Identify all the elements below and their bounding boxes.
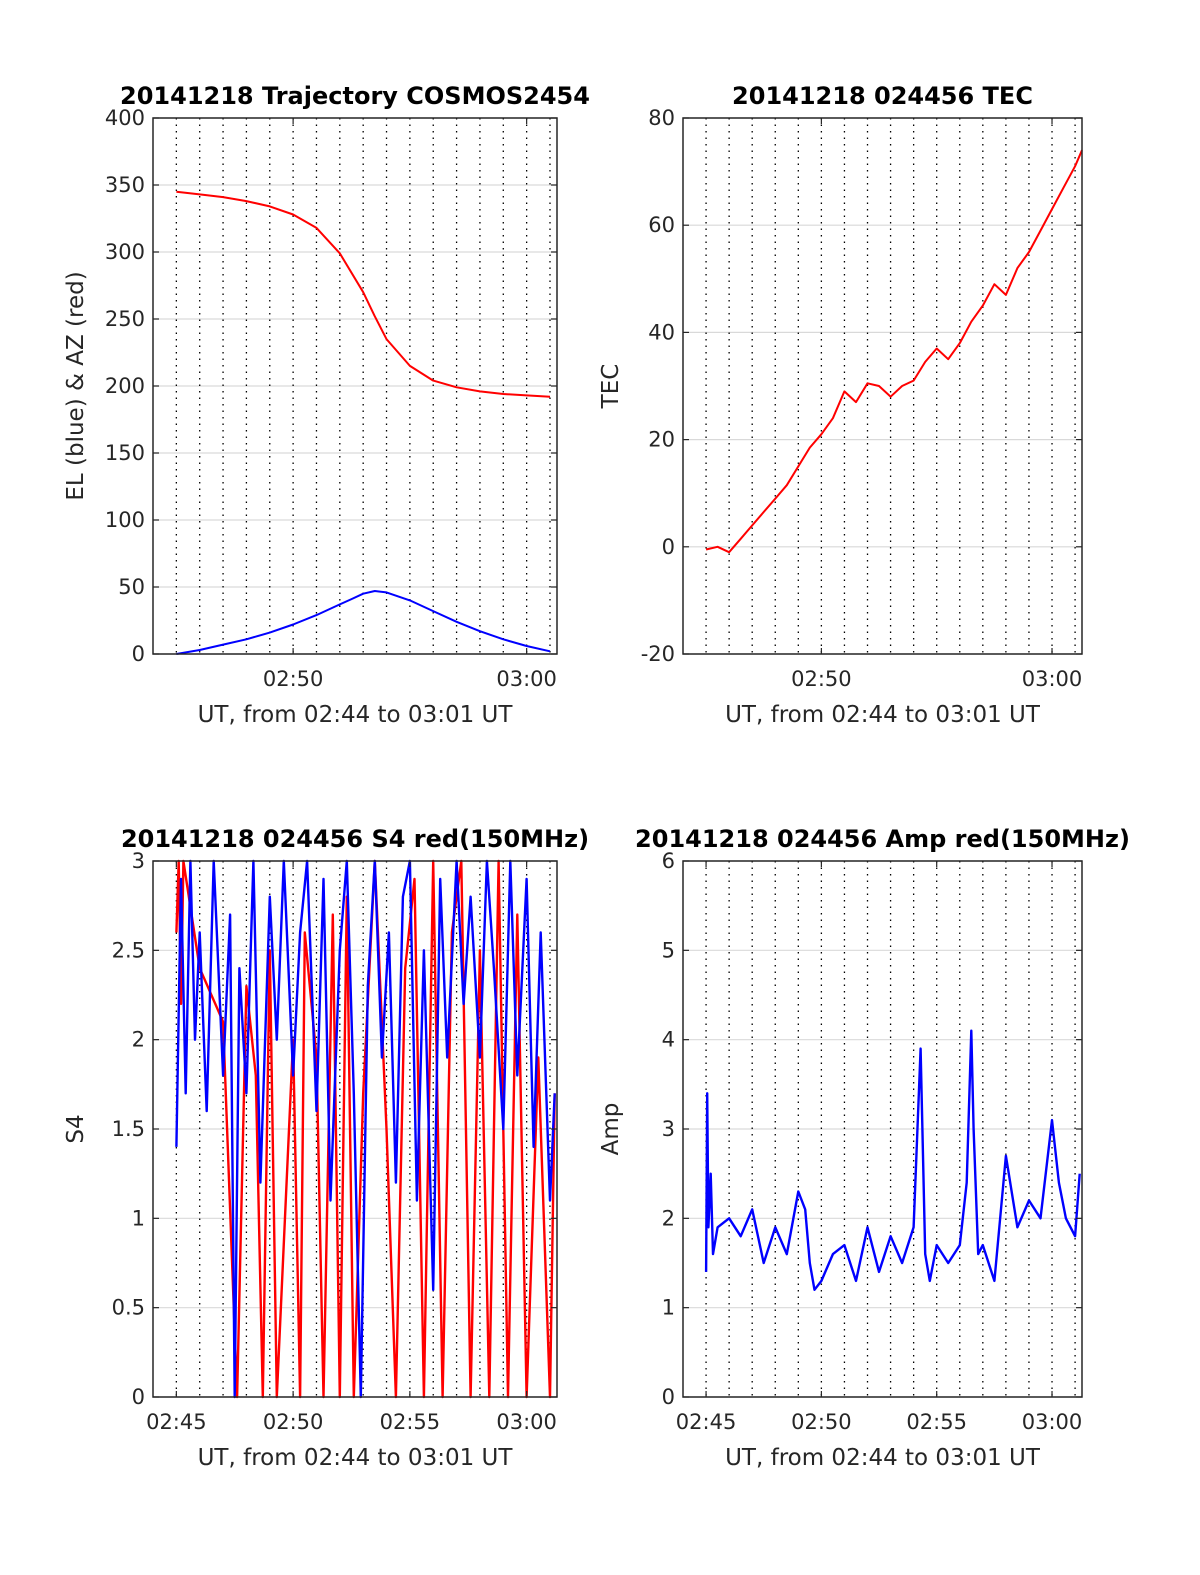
y-tick-label: 400 xyxy=(105,106,145,130)
y-tick-label: 150 xyxy=(105,441,145,465)
x-tick-label: 03:00 xyxy=(496,667,557,691)
x-tick-label: 03:00 xyxy=(1022,1410,1083,1434)
x-tick-label: 02:50 xyxy=(263,1410,324,1434)
trajectory-panel: 0 50 100 150 200 250 300 350 400 02:50 03:00 20141… xyxy=(63,82,590,728)
y-tick-label: 2.5 xyxy=(112,938,145,962)
y-tick-label: 0 xyxy=(132,1385,145,1409)
y-tick-label: 100 xyxy=(105,508,145,532)
series-line-red xyxy=(705,149,1083,554)
y-tick-label: 20 xyxy=(648,428,675,452)
y-tick-label: 6 xyxy=(662,849,675,873)
y-tick-label: 250 xyxy=(105,307,145,331)
series-line-red xyxy=(176,190,551,398)
x-axis-label: UT, from 02:44 to 03:01 UT xyxy=(198,1445,514,1471)
y-tick-label: 0.5 xyxy=(112,1296,145,1320)
y-tick-label: 1 xyxy=(132,1206,145,1230)
x-axis-label: UT, from 02:44 to 03:01 UT xyxy=(198,702,514,728)
y-axis-label: TEC xyxy=(598,364,624,410)
y-axis-label: Amp xyxy=(598,1103,624,1156)
y-tick-label: 0 xyxy=(662,1385,675,1409)
x-tick-label: 02:50 xyxy=(791,1410,852,1434)
y-axis-label: S4 xyxy=(63,1114,89,1143)
x-tick-label: 03:00 xyxy=(496,1410,557,1434)
y-tick-label: 200 xyxy=(105,374,145,398)
axes-frame xyxy=(682,117,1083,655)
y-tick-label: 2 xyxy=(662,1206,675,1230)
s4-panel: 0 0.5 1 1.5 2 2.5 3 02:45 02:50 02:55 03:00 201412… xyxy=(63,825,589,1471)
amp-panel: 0 1 2 3 4 5 6 02:45 02:50 02:55 03:00 20141218 024… xyxy=(598,825,1130,1471)
x-tick-label: 02:55 xyxy=(380,1410,441,1434)
y-axis-label: EL (blue) & AZ (red) xyxy=(63,271,89,500)
y-tick-label: 0 xyxy=(132,642,145,666)
y-tick-label: 300 xyxy=(105,240,145,264)
y-tick-label: 1 xyxy=(662,1296,675,1320)
x-axis-label: UT, from 02:44 to 03:01 UT xyxy=(725,1445,1041,1471)
y-tick-label: 80 xyxy=(648,106,675,130)
x-axis-label: UT, from 02:44 to 03:01 UT xyxy=(725,702,1041,728)
y-tick-label: 4 xyxy=(662,1028,675,1052)
tec-panel: -20 0 20 40 60 80 02:50 03:00 20141218 024456 T… xyxy=(598,82,1083,728)
x-tick-label: 02:45 xyxy=(676,1410,737,1434)
y-tick-label: 1.5 xyxy=(112,1117,145,1141)
y-tick-label: 0 xyxy=(662,535,675,559)
panel-title: 20141218 024456 Amp red(150MHz) xyxy=(635,825,1130,853)
x-tick-label: 02:55 xyxy=(906,1410,967,1434)
series-line-blue xyxy=(704,1029,1081,1292)
y-tick-label: 350 xyxy=(105,173,145,197)
y-tick-label: -20 xyxy=(641,642,675,666)
series-line-blue xyxy=(176,590,551,655)
y-tick-label: 5 xyxy=(662,938,675,962)
series-line-blue xyxy=(175,859,556,1399)
y-tick-label: 50 xyxy=(118,575,145,599)
x-tick-label: 02:50 xyxy=(263,667,324,691)
x-tick-label: 02:45 xyxy=(146,1410,207,1434)
panel-title: 20141218 Trajectory COSMOS2454 xyxy=(120,82,590,110)
x-tick-label: 02:50 xyxy=(791,667,852,691)
panel-title: 20141218 024456 S4 red(150MHz) xyxy=(121,825,589,853)
y-tick-label: 3 xyxy=(662,1117,675,1141)
y-tick-label: 40 xyxy=(648,320,675,344)
y-tick-label: 2 xyxy=(132,1028,145,1052)
x-tick-label: 03:00 xyxy=(1022,667,1083,691)
y-tick-label: 60 xyxy=(648,213,675,237)
panel-title: 20141218 024456 TEC xyxy=(732,82,1033,110)
y-tick-label: 3 xyxy=(132,849,145,873)
